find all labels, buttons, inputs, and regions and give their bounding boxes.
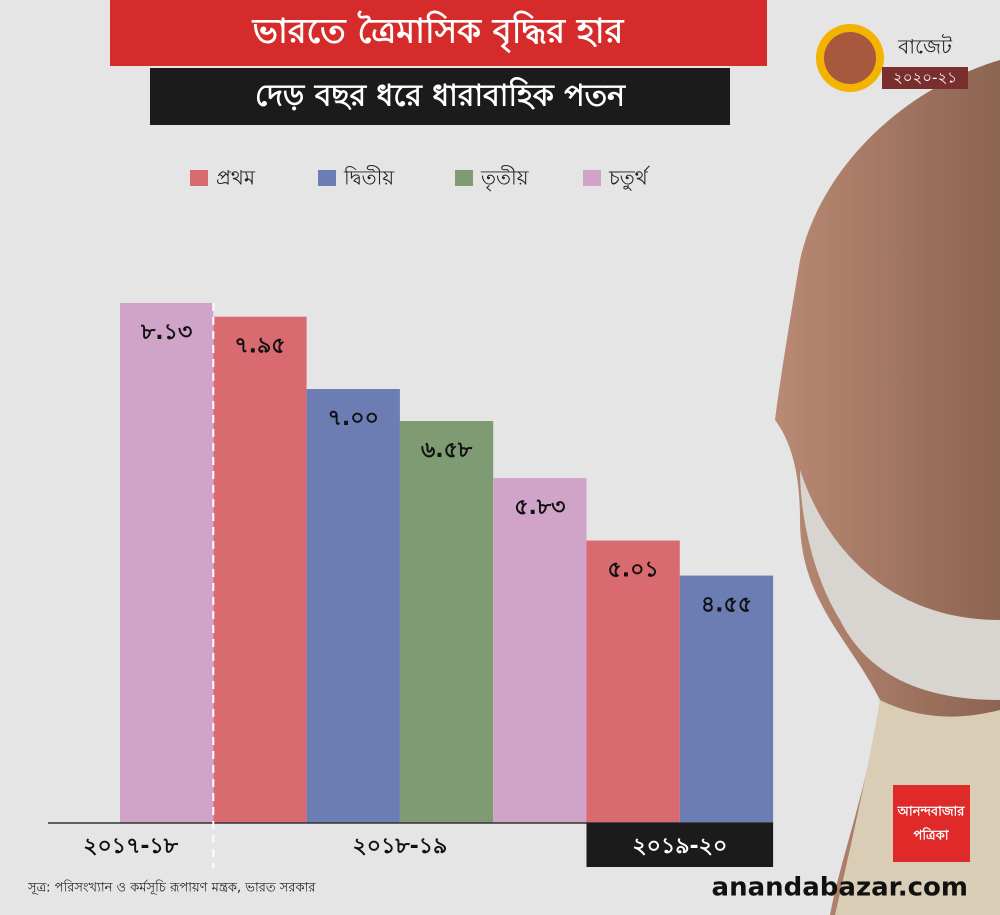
bar <box>493 478 587 823</box>
bar <box>120 303 214 823</box>
group-label-box <box>586 823 774 867</box>
legend-label: তৃতীয় <box>480 166 530 191</box>
value-label: ৪.৫৫ <box>701 593 752 618</box>
bar <box>213 316 307 823</box>
legend-swatch <box>318 170 336 186</box>
website: anandabazar.com <box>712 873 968 903</box>
badge-year-box <box>882 67 968 89</box>
chart-title: ভারতে ত্রৈমাসিক বৃদ্ধির হার <box>252 11 625 54</box>
value-label: ৫.০১ <box>608 558 659 583</box>
logo-line: পত্রিকা <box>914 827 950 844</box>
value-label: ৭.০০ <box>328 406 379 431</box>
legend-swatch <box>190 170 208 186</box>
bar <box>679 575 774 823</box>
source: সূত্র: পরিসংখ্যান ও কর্মসূচি রূপায়ণ মন্… <box>27 880 316 896</box>
value-label: ৮.১৩ <box>140 320 192 345</box>
group-label: ২০১৭-১৮ <box>83 834 179 859</box>
badge-year: ২০২০-২১ <box>893 69 957 87</box>
group-label: ২০১৯-২০ <box>632 834 727 859</box>
bar <box>306 389 400 823</box>
legend-swatch <box>583 170 601 186</box>
group-label: ২০১৮-১৯ <box>352 834 447 859</box>
legend-label: প্রথম <box>216 166 256 190</box>
bar <box>399 421 494 823</box>
legend-label: দ্বিতীয় <box>343 166 395 190</box>
value-label: ৫.৮৩ <box>514 495 565 520</box>
bar <box>586 540 680 823</box>
value-label: ৬.৫৮ <box>421 438 473 463</box>
subtitle-box <box>150 68 730 125</box>
title-box <box>110 0 767 66</box>
value-label: ৭.৯৫ <box>234 334 285 359</box>
legend-swatch <box>455 170 473 186</box>
logo-line: আনন্দবাজার <box>897 805 966 820</box>
logo-box <box>893 785 970 862</box>
legend-label: চতুর্থ <box>608 166 650 191</box>
badge-photo <box>824 32 876 84</box>
badge-title: বাজেট <box>897 35 953 59</box>
chart-subtitle: দেড় বছর ধরে ধারাবাহিক পতন <box>255 77 626 114</box>
